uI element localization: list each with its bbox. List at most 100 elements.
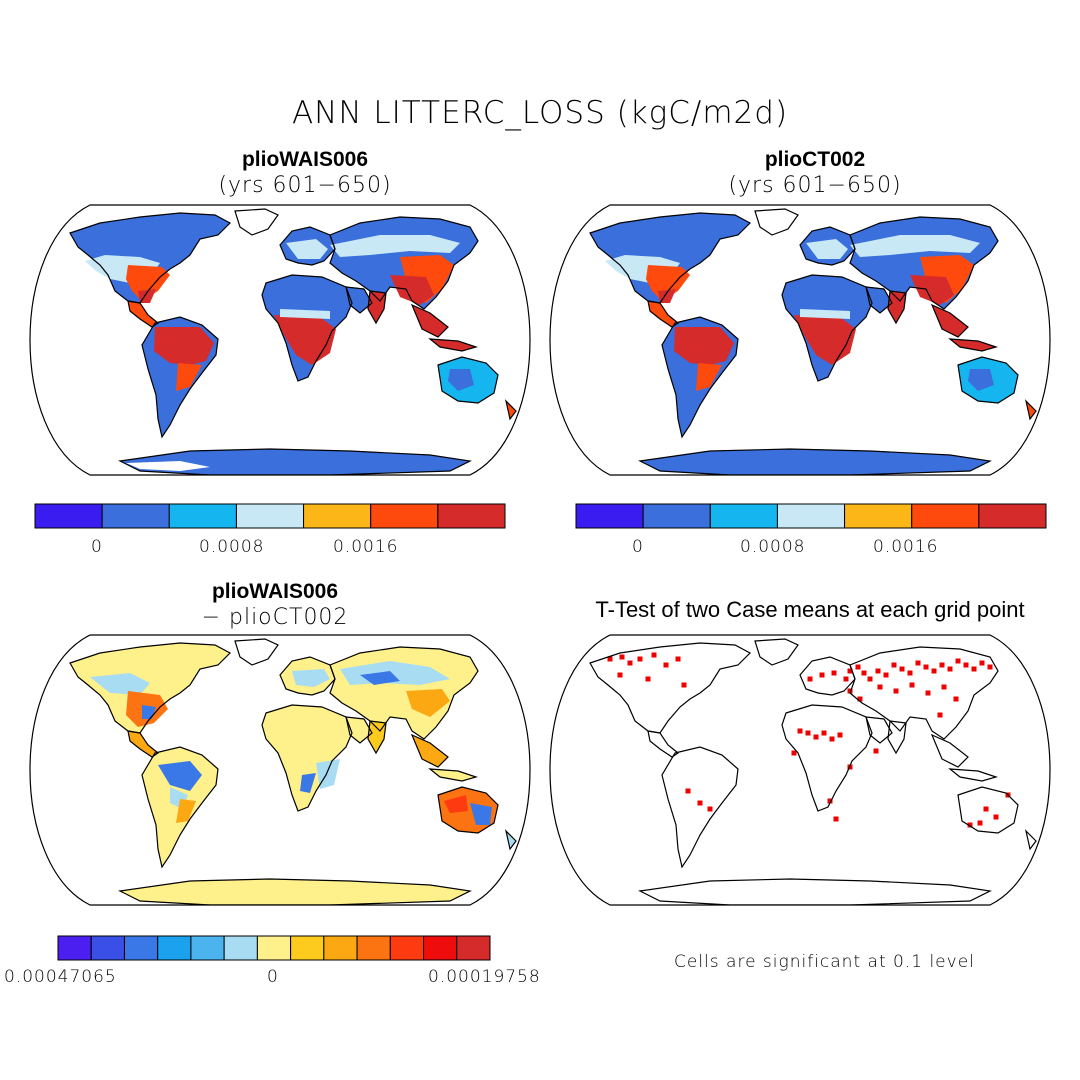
cbar2-swatch-6 <box>978 503 1047 529</box>
map-ttest-significance <box>549 634 1051 906</box>
map1-region-20 <box>412 305 448 337</box>
map2-region-0 <box>590 213 750 303</box>
map1-region-5 <box>128 301 158 327</box>
cbar1-label-0: 0 <box>91 537 103 557</box>
map3-coastline-africa <box>261 704 353 812</box>
map3-region-16 <box>262 705 352 811</box>
map1-region-10 <box>286 239 328 259</box>
significant-cell <box>663 662 669 668</box>
cbar2-swatch-5 <box>911 503 980 529</box>
cbar3-label-2: 0.00019758 <box>428 967 541 987</box>
cbar1-swatch-2 <box>168 503 237 529</box>
map3-region-24 <box>470 803 492 825</box>
map4-region-1 <box>755 639 798 665</box>
map1-region-17 <box>280 309 330 319</box>
map2-projection-border <box>549 204 1051 476</box>
map4-coastline-india <box>887 720 907 755</box>
colorbar-panel1 <box>34 503 506 529</box>
map4-coastline-antarctica <box>638 878 992 905</box>
map2-coastline-indonesia <box>948 338 999 352</box>
significant-cell <box>855 664 861 670</box>
map1-region-1 <box>235 209 278 235</box>
significant-cell <box>983 806 989 812</box>
cbar1-swatch-1 <box>101 503 170 529</box>
map4-projection-border <box>549 634 1051 906</box>
cbar3-label-0: 0.00047065 <box>4 967 117 987</box>
map4-region-9 <box>932 735 968 767</box>
significant-cell <box>685 788 691 794</box>
map2-coastline-arabia <box>865 286 893 314</box>
significant-cell <box>915 660 921 666</box>
colorbar-panel2 <box>575 503 1047 529</box>
panel4-title: T-Test of two Case means at each grid po… <box>595 597 1025 622</box>
colorbar-panel3 <box>57 935 491 961</box>
significant-cell <box>967 822 973 828</box>
cbar1-swatch-5 <box>370 503 439 529</box>
map1-coastline-india <box>367 290 387 325</box>
map1-region-21 <box>430 339 476 351</box>
map1-coastline-antarctica <box>118 448 472 475</box>
significant-cell <box>847 688 853 694</box>
map2-region-1 <box>755 209 798 235</box>
cbar1-label-1: 0.0008 <box>199 537 265 557</box>
map-plioCT002 <box>549 204 1051 476</box>
map3-coastline-newZealand <box>504 829 517 851</box>
significant-cell <box>681 682 687 688</box>
map2-coastline-asia <box>849 216 999 310</box>
map3-region-9 <box>176 799 196 823</box>
significant-cell <box>877 684 883 690</box>
map2-coastline-europe <box>799 226 856 266</box>
map4-region-6 <box>782 705 872 811</box>
map-difference <box>29 634 531 906</box>
map-plioWAIS006 <box>29 204 531 476</box>
map3-coastline-centralAmerica <box>127 730 160 758</box>
map3-region-14 <box>360 671 400 685</box>
significant-cell <box>939 662 945 668</box>
cbar3-swatch-12 <box>456 935 491 961</box>
cbar3-swatch-10 <box>389 935 425 961</box>
significant-cell <box>947 666 953 672</box>
significant-cell <box>937 712 943 718</box>
map1-coastline-arabia <box>345 286 373 314</box>
cbar3-swatch-11 <box>423 935 458 961</box>
significant-cell <box>867 676 873 682</box>
cbar3-swatch-5 <box>223 935 258 961</box>
map4-region-3 <box>662 747 738 867</box>
cbar1-label-2: 0.0016 <box>333 537 399 557</box>
map4-coastline-seAsia <box>930 733 969 768</box>
panel3-title: plioWAIS006 <box>211 580 339 603</box>
map4-coastline-northAmerica <box>589 642 751 734</box>
map1-coastline-seAsia <box>410 303 449 338</box>
significant-cell <box>907 670 913 676</box>
map3-region-2 <box>90 673 150 695</box>
map3-region-26 <box>506 831 516 849</box>
map2-coastline-africa <box>781 274 873 382</box>
cbar2-swatch-2 <box>709 503 778 529</box>
cbar1-swatch-3 <box>235 503 305 529</box>
significant-cell <box>847 668 853 674</box>
map3-coastline-antarctica <box>118 878 472 905</box>
map1-region-26 <box>126 461 210 471</box>
map1-coastline-northAmerica <box>69 212 231 304</box>
significant-cell <box>645 676 651 682</box>
map3-coastline-asia <box>329 646 479 740</box>
map2-region-23 <box>968 369 994 391</box>
map1-region-23 <box>448 369 474 391</box>
map4-coastline-southAmerica <box>661 746 739 869</box>
cbar3-label-1: 0 <box>267 967 279 987</box>
map1-region-24 <box>506 401 516 419</box>
cbar1-swatch-6 <box>437 503 506 529</box>
significant-cell <box>805 730 811 736</box>
significant-cell <box>697 800 703 806</box>
significant-cell <box>707 806 713 812</box>
cbar3-swatch-9 <box>356 935 391 961</box>
map4-coastline-newZealand <box>1024 829 1037 851</box>
significant-cell <box>925 690 931 696</box>
map2-region-3 <box>646 265 690 301</box>
map3-region-11 <box>292 669 330 687</box>
significant-cell <box>837 732 843 738</box>
significant-cell <box>843 676 849 682</box>
map2-coastline-northAmerica <box>589 212 751 304</box>
map3-coastline-southAmerica <box>141 746 219 869</box>
cbar3-swatch-1 <box>90 935 125 961</box>
